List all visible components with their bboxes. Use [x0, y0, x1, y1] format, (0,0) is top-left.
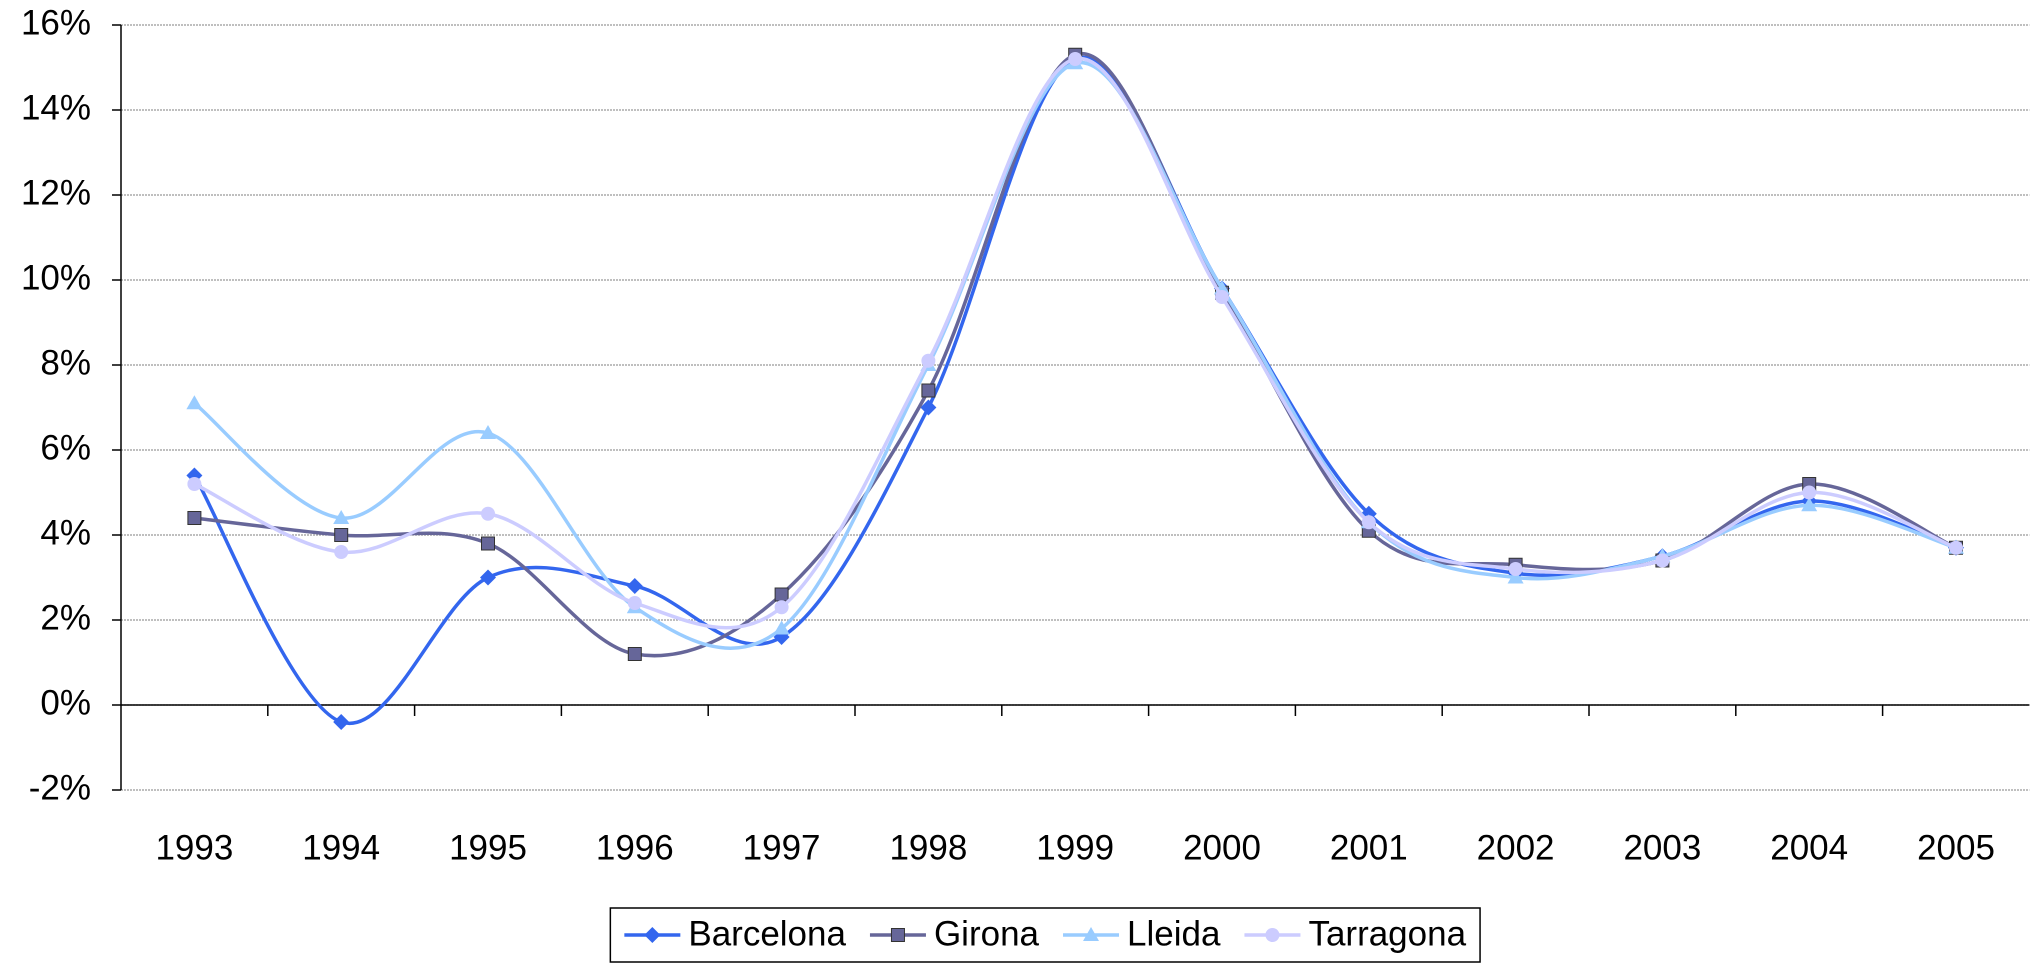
marker	[1068, 52, 1083, 66]
legend-label: Barcelona	[688, 914, 846, 953]
y-tick-label: 4%	[40, 513, 91, 552]
x-tick-label: 2000	[1183, 828, 1261, 867]
x-tick-label: 1998	[889, 828, 967, 867]
series-line	[194, 51, 1957, 658]
marker	[481, 506, 495, 521]
y-tick-label: 10%	[21, 258, 91, 297]
marker	[333, 510, 350, 524]
x-tick-label: 1994	[302, 828, 380, 867]
x-tick-label: 1997	[743, 828, 821, 867]
marker	[187, 477, 202, 491]
x-tick-label: 1995	[449, 828, 527, 867]
y-tick-label: 8%	[40, 343, 91, 382]
marker	[1508, 562, 1523, 576]
y-tick-label: -2%	[29, 768, 91, 807]
marker	[480, 425, 496, 439]
marker	[921, 353, 936, 368]
y-tick-label: 2%	[40, 598, 91, 637]
y-tick-label: 14%	[21, 88, 91, 127]
marker	[1507, 569, 1524, 584]
marker	[644, 927, 661, 943]
x-tick-label: 2004	[1770, 828, 1848, 867]
legend: Barcelona Girona Lleida Tarragona	[609, 907, 1481, 963]
y-tick-label: 16%	[21, 3, 91, 42]
marker	[774, 587, 789, 602]
x-tick-label: 2005	[1917, 828, 1995, 867]
marker	[1802, 485, 1817, 500]
legend-label: Tarragona	[1308, 914, 1466, 953]
x-tick-label: 1996	[596, 828, 674, 867]
marker	[1083, 927, 1100, 941]
marker	[626, 578, 643, 594]
series-line	[193, 60, 1957, 650]
x-tick-label: 1999	[1036, 828, 1114, 867]
marker	[773, 620, 790, 635]
x-tick-label: 2002	[1477, 828, 1555, 867]
legend-label: Lleida	[1127, 914, 1221, 953]
marker	[1655, 553, 1670, 568]
marker	[920, 399, 937, 416]
marker	[627, 596, 642, 610]
marker	[480, 569, 496, 586]
marker	[187, 511, 202, 525]
marker	[1801, 497, 1818, 512]
legend-box	[609, 907, 1481, 963]
marker	[627, 647, 642, 661]
marker	[481, 536, 495, 551]
y-tick-label: 12%	[21, 173, 91, 212]
marker	[1361, 515, 1376, 530]
marker	[774, 600, 789, 615]
marker	[1215, 290, 1229, 304]
marker	[334, 528, 349, 542]
y-tick-label: 0%	[40, 683, 91, 722]
series-line	[192, 55, 1957, 726]
marker	[1949, 540, 1963, 555]
x-tick-label: 2001	[1330, 828, 1408, 867]
marker	[890, 928, 905, 942]
marker	[1265, 928, 1280, 942]
marker	[186, 395, 203, 410]
x-tick-label: 1993	[155, 828, 233, 867]
y-tick-label: 6%	[40, 428, 91, 467]
x-tick-label: 2003	[1623, 828, 1701, 867]
legend-label: Girona	[934, 914, 1040, 953]
marker	[333, 714, 350, 730]
marker	[921, 383, 936, 398]
series-line	[193, 57, 1957, 630]
marker	[334, 545, 349, 559]
